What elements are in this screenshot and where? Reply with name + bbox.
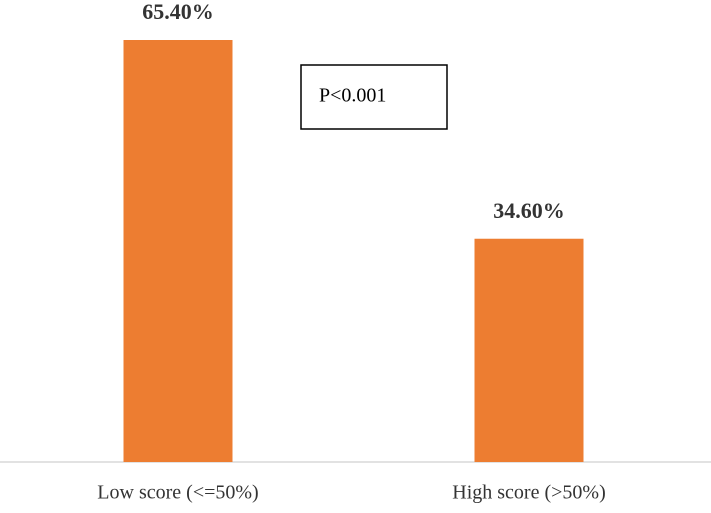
x-tick-label: Low score (<=50%) bbox=[97, 482, 258, 504]
x-tick-label: High score (>50%) bbox=[452, 482, 605, 504]
data-label: 65.40% bbox=[142, 0, 214, 24]
bar bbox=[474, 238, 584, 462]
annotation: P<0.001 bbox=[319, 85, 386, 107]
annotation-box bbox=[300, 64, 448, 130]
data-label: 34.60% bbox=[493, 198, 565, 223]
bar bbox=[123, 40, 233, 462]
